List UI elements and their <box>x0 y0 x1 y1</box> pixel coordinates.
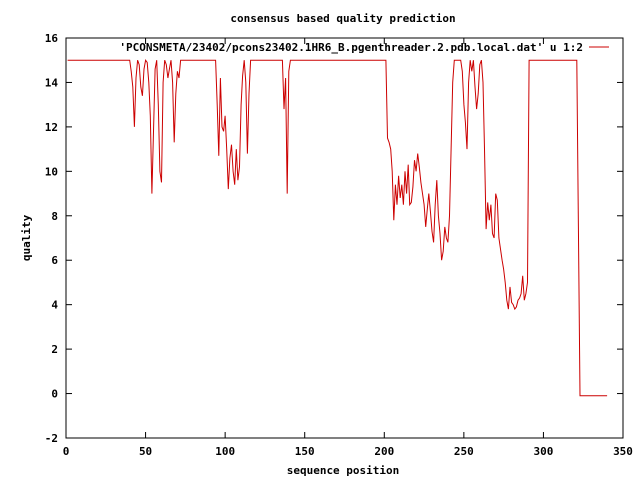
x-tick-label: 100 <box>215 445 235 458</box>
x-tick-label: 300 <box>533 445 553 458</box>
y-tick-label: 4 <box>51 299 58 312</box>
x-tick-label: 200 <box>374 445 394 458</box>
y-axis-ticks: -2 0 2 4 6 8 10 12 14 16 <box>45 32 623 445</box>
x-tick-label: 350 <box>613 445 633 458</box>
x-tick-label: 150 <box>295 445 315 458</box>
x-axis-ticks: 0 50 100 150 200 250 300 350 <box>63 38 633 458</box>
legend: 'PCONSMETA/23402/pcons23402.1HR6_B.pgent… <box>119 41 609 54</box>
y-tick-label: 2 <box>51 343 58 356</box>
x-axis-label: sequence position <box>287 464 400 477</box>
y-tick-label: 0 <box>51 388 58 401</box>
y-axis-label: quality <box>20 214 33 261</box>
x-tick-label: 50 <box>139 445 152 458</box>
y-tick-label: -2 <box>45 432 58 445</box>
y-tick-label: 12 <box>45 121 58 134</box>
y-tick-label: 14 <box>45 76 59 89</box>
y-tick-label: 16 <box>45 32 59 45</box>
plot-area-frame <box>65 37 624 439</box>
x-tick-label: 0 <box>63 445 70 458</box>
y-tick-label: 6 <box>51 254 58 267</box>
y-tick-label: 8 <box>51 210 58 223</box>
x-tick-label: 250 <box>454 445 474 458</box>
series-line <box>67 58 608 397</box>
y-tick-label: 10 <box>45 165 58 178</box>
legend-label: 'PCONSMETA/23402/pcons23402.1HR6_B.pgent… <box>119 41 583 54</box>
chart-title: consensus based quality prediction <box>230 12 455 25</box>
series-layer <box>67 58 608 397</box>
